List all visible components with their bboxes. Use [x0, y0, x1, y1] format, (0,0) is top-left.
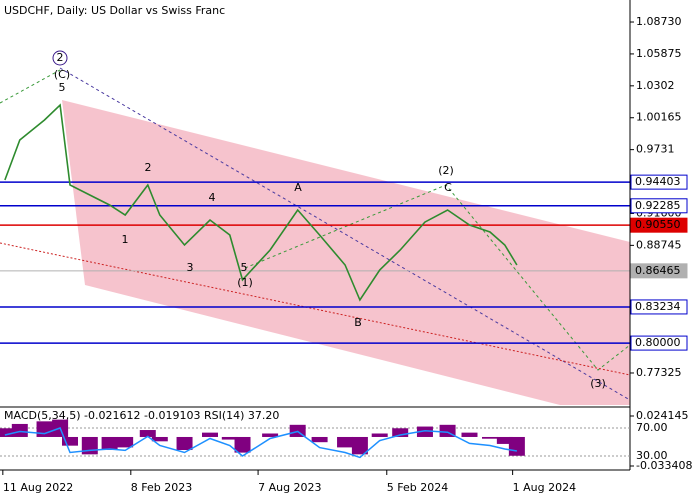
macd-tick-label: -0.033408: [636, 459, 692, 472]
wave-label: C: [444, 181, 452, 194]
macd-bar: [392, 428, 409, 437]
y-tick-label: 0.88745: [636, 238, 682, 251]
macd-tick-label: 0.024145: [636, 409, 689, 422]
moving-average: [0, 242, 631, 376]
wave-label: 5: [241, 261, 248, 274]
x-tick-label: 8 Feb 2023: [131, 481, 192, 494]
wave-label: 3: [187, 261, 194, 274]
rsi-tick-label: 30.00: [636, 449, 668, 462]
rsi-line: [4, 427, 518, 459]
wave-label: A: [294, 181, 302, 194]
macd-bar: [461, 432, 478, 437]
y-tick-label: 1.05875: [636, 47, 682, 60]
price-line: [4, 103, 518, 302]
wave-line: [244, 184, 631, 371]
level-box: [630, 174, 688, 190]
y-tick-label: 1.00165: [636, 111, 682, 124]
chart-title: USDCHF, Daily: US Dollar vs Swiss Franc: [4, 4, 225, 17]
macd-bar: [221, 436, 238, 440]
macd-bar: [11, 423, 28, 437]
trend-line: [59, 67, 631, 401]
macd-bar: [416, 426, 433, 437]
macd-bar: [311, 436, 328, 443]
level-label: 0.80000: [635, 336, 681, 349]
y-tick-label: 1.0302: [636, 79, 675, 92]
x-tick-label: 11 Aug 2022: [3, 481, 73, 494]
wave-label: (1): [237, 276, 253, 289]
level-box: [630, 198, 688, 214]
level-label: 0.90550: [635, 218, 681, 231]
macd-bar: [337, 436, 354, 448]
rsi-tick-label: 70.00: [636, 421, 668, 434]
x-tick-label: 1 Aug 2024: [513, 481, 576, 494]
wave-label: 2: [145, 161, 152, 174]
macd-bar: [234, 436, 251, 453]
level-box: [630, 217, 688, 233]
y-tick-label: 1.08730: [636, 15, 682, 28]
wave-label: 2: [57, 51, 64, 64]
macd-bar: [482, 436, 498, 439]
x-tick-label: 7 Aug 2023: [258, 481, 321, 494]
y-tick-label: 0.9731: [636, 143, 675, 156]
wave-label: 4: [209, 191, 216, 204]
wave-label: 5: [59, 81, 66, 94]
wave-label: (3): [590, 377, 606, 390]
level-label: 0.83234: [635, 300, 681, 313]
level-label: 0.86465: [635, 264, 681, 277]
level-box: [630, 335, 688, 351]
x-tick-label: 5 Feb 2024: [387, 481, 448, 494]
wave-label: B: [354, 316, 362, 329]
level-label: 0.92285: [635, 199, 681, 212]
wave-label: (C): [54, 68, 70, 81]
channel: [62, 100, 630, 405]
macd-bar: [371, 433, 388, 437]
macd-bar: [101, 436, 118, 451]
macd-bar: [176, 436, 193, 451]
macd-bar: [0, 428, 13, 437]
y-tick-label: 0.77325: [636, 366, 682, 379]
macd-bar: [36, 421, 53, 437]
macd-bar: [151, 436, 168, 442]
indicator-label: MACD(5,34,5) -0.021612 -0.019103 RSI(14)…: [4, 409, 279, 422]
macd-bar: [202, 432, 218, 437]
macd-bar: [62, 436, 78, 446]
macd-bar: [262, 433, 279, 437]
macd-bar: [139, 430, 156, 437]
level-box: [630, 299, 688, 315]
wave-label: 1: [122, 233, 129, 246]
wave-circle: [52, 50, 68, 66]
macd-bar: [508, 436, 525, 456]
macd-bar: [117, 436, 134, 448]
level-label: 0.94403: [635, 175, 681, 188]
macd-bar: [351, 436, 368, 455]
wave-label: (2): [438, 164, 454, 177]
level-box: [630, 263, 688, 279]
macd-bar: [496, 436, 513, 444]
